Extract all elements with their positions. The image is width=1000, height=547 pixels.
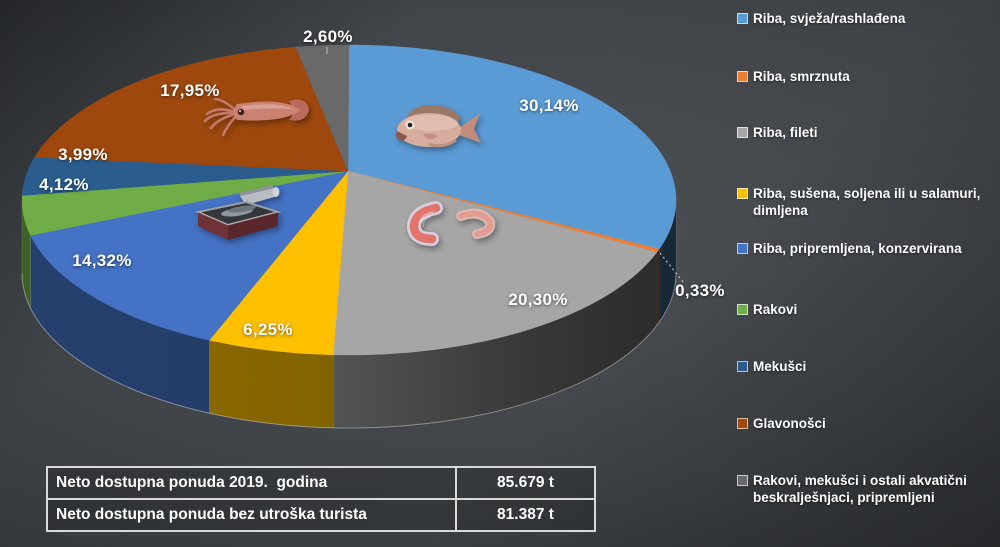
slice-label-riba-svjeza: 30,14% [519, 96, 579, 115]
legend-label: Riba, svježa/rashlađena [753, 11, 906, 26]
legend-label: Rakovi, mekušci i ostali akvatični beskr… [753, 473, 967, 505]
legend-swatch-icon [737, 361, 748, 372]
legend-item-riba-smrznuta: Riba, smrznuta [737, 68, 999, 85]
salmon-steak-photo [406, 201, 496, 246]
slice-label-mekusci: 3,99% [58, 145, 108, 164]
table-row-label: Neto dostupna ponuda 2019. godina [47, 467, 456, 499]
legend-label: Riba, fileti [753, 125, 818, 140]
legend-swatch-icon [737, 418, 748, 429]
legend-item-riba-fileti: Riba, fileti [737, 124, 999, 141]
legend: Riba, svježa/rashlađena Riba, smrznuta R… [737, 0, 997, 547]
legend-swatch-icon [737, 243, 748, 254]
squid-photo [203, 97, 309, 137]
legend-label: Riba, sušena, soljena ili u salamuri, di… [753, 186, 981, 218]
fresh-fish-photo [395, 104, 481, 148]
slice-label-riba-pripremljena: 14,32% [72, 251, 132, 270]
slice-label-rakovi: 4,12% [39, 175, 89, 194]
legend-item-riba-svjeza: Riba, svježa/rashlađena [737, 10, 999, 27]
legend-swatch-icon [737, 127, 748, 138]
legend-swatch-icon [737, 304, 748, 315]
net-supply-table: Neto dostupna ponuda 2019. godina 85.679… [46, 466, 596, 532]
legend-item-mekusci: Mekušci [737, 358, 999, 375]
slice-label-rakovi-pripremljeni: 2,60% [303, 27, 353, 46]
legend-item-glavonosci: Glavonošci [737, 415, 999, 432]
legend-label: Rakovi [753, 302, 798, 317]
slice-label-riba-susena: 6,25% [243, 320, 293, 339]
legend-item-rakovi: Rakovi [737, 301, 999, 318]
legend-item-rakovi-pripremljeni: Rakovi, mekušci i ostali akvatični beskr… [737, 472, 999, 506]
table-row-value: 81.387 t [456, 499, 595, 531]
legend-swatch-icon [737, 475, 748, 486]
legend-swatch-icon [737, 71, 748, 82]
legend-label: Riba, pripremljena, konzervirana [753, 241, 962, 256]
legend-swatch-icon [737, 188, 748, 199]
slice-label-riba-smrznuta: 0,33% [675, 281, 725, 300]
legend-item-riba-pripremljena: Riba, pripremljena, konzervirana [737, 240, 999, 257]
table-row-value: 85.679 t [456, 467, 595, 499]
slice-label-riba-fileti: 20,30% [508, 290, 568, 309]
legend-label: Glavonošci [753, 416, 826, 431]
table-row-label: Neto dostupna ponuda bez utroška turista [47, 499, 456, 531]
legend-label: Riba, smrznuta [753, 69, 850, 84]
legend-label: Mekušci [753, 359, 807, 374]
slice-label-glavonosci: 17,95% [160, 81, 220, 100]
legend-item-riba-susena: Riba, sušena, soljena ili u salamuri, di… [737, 185, 999, 219]
legend-swatch-icon [737, 13, 748, 24]
sardine-can-photo [194, 185, 282, 240]
